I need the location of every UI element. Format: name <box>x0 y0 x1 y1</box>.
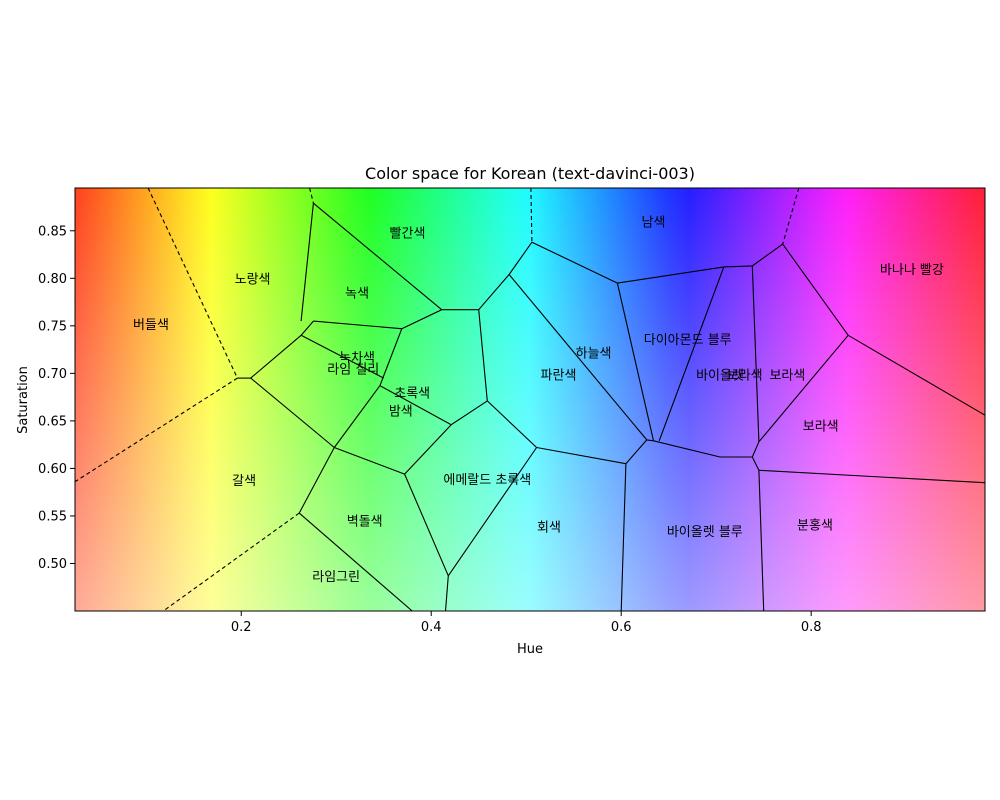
y-axis-ticks: 0.50 0.55 0.60 0.65 0.70 0.75 0.80 0.85 <box>38 224 75 572</box>
voronoi-edge <box>478 309 488 401</box>
voronoi-edge <box>617 266 724 284</box>
voronoi-edge <box>334 446 405 475</box>
voronoi-edge <box>530 188 533 243</box>
voronoi-edge <box>782 188 800 245</box>
y-tick-label: 0.75 <box>38 319 67 334</box>
voronoi-edge <box>447 447 538 577</box>
voronoi-edge <box>751 265 760 442</box>
voronoi-edge <box>625 439 648 465</box>
region-label: 밤색 <box>389 404 413 419</box>
y-tick-label: 0.70 <box>38 367 67 382</box>
voronoi-edge <box>379 328 403 386</box>
region-label: 갈색 <box>232 474 256 489</box>
region-label: 회색 <box>537 520 561 535</box>
x-tick-label: 0.8 <box>801 620 822 635</box>
region-label: 바나나 빨강 <box>880 263 944 278</box>
voronoi-edge <box>758 470 765 611</box>
saturation-overlay <box>75 188 985 611</box>
region-label: 벽돌색 <box>347 515 383 530</box>
voronoi-edge <box>508 274 648 441</box>
voronoi-edge <box>620 463 627 611</box>
region-label: 분홍색 <box>797 519 833 534</box>
voronoi-edge <box>486 400 537 448</box>
voronoi-edge <box>758 334 849 443</box>
voronoi-edge <box>658 266 725 441</box>
voronoi-edge <box>298 447 335 514</box>
region-label: 녹차색 <box>339 351 375 366</box>
y-tick-label: 0.50 <box>38 557 67 572</box>
voronoi-edge <box>313 202 443 311</box>
voronoi-edge <box>379 385 488 426</box>
region-label: 라임 칠리 <box>327 363 379 378</box>
voronoi-edge <box>250 377 335 448</box>
region-label: 보라색 <box>803 420 839 435</box>
voronoi-edge <box>616 282 655 441</box>
y-tick-label: 0.55 <box>38 509 67 524</box>
voronoi-edge <box>847 334 985 416</box>
region-label: 초록색 <box>394 386 430 401</box>
region-label: 보라색 <box>769 368 805 383</box>
region-label: 하늘색 <box>576 346 612 361</box>
voronoi-edges <box>75 188 985 611</box>
voronoi-edge <box>508 241 618 284</box>
region-label: 버들색 <box>133 318 169 333</box>
voronoi-edge <box>300 334 384 379</box>
voronoi-edge <box>404 473 449 577</box>
voronoi-edge <box>646 439 721 458</box>
chart-title: Color space for Korean (text-davinci-003… <box>365 164 695 183</box>
voronoi-edge <box>298 512 413 611</box>
x-axis-ticks: 0.2 0.4 0.6 0.8 <box>231 611 822 635</box>
y-tick-label: 0.85 <box>38 224 67 239</box>
voronoi-edge <box>300 203 314 322</box>
region-label: 녹색 <box>345 287 369 302</box>
voronoi-edge <box>444 575 449 611</box>
voronoi-edge <box>309 188 314 204</box>
y-axis-label: Saturation <box>16 366 31 434</box>
voronoi-edge <box>147 188 238 379</box>
x-tick-label: 0.2 <box>231 620 252 635</box>
region-label: 빨간색 <box>390 227 426 242</box>
voronoi-edge <box>401 309 479 330</box>
voronoi-edge <box>333 385 381 448</box>
x-axis-label: Hue <box>517 642 543 657</box>
plot-frame <box>74 187 986 612</box>
region-label: 남색 <box>642 215 666 230</box>
region-label: 파란색 <box>541 368 577 383</box>
voronoi-edge <box>751 441 760 458</box>
voronoi-edge <box>404 424 452 475</box>
region-label: 바이올렛 블루 <box>667 525 743 540</box>
voronoi-edge <box>782 243 849 336</box>
region-label: 바이올렛 <box>696 368 744 383</box>
y-tick-label: 0.80 <box>38 272 67 287</box>
region-label: 에메랄드 초록색 <box>443 473 531 488</box>
voronoi-edge <box>758 469 985 484</box>
voronoi-edge <box>536 446 626 465</box>
voronoi-edge <box>478 274 510 311</box>
region-label: 노랑색 <box>235 272 271 287</box>
region-label: 보라색 <box>727 368 763 383</box>
x-tick-label: 0.4 <box>421 620 442 635</box>
x-tick-label: 0.6 <box>611 620 632 635</box>
region-label: 다이아몬드 블루 <box>644 333 732 348</box>
y-tick-label: 0.65 <box>38 414 67 429</box>
region-label: 라임그린 <box>312 570 360 585</box>
voronoi-edge <box>751 456 760 471</box>
plot-area <box>75 188 985 611</box>
y-tick-label: 0.60 <box>38 462 67 477</box>
voronoi-edge <box>313 320 402 330</box>
